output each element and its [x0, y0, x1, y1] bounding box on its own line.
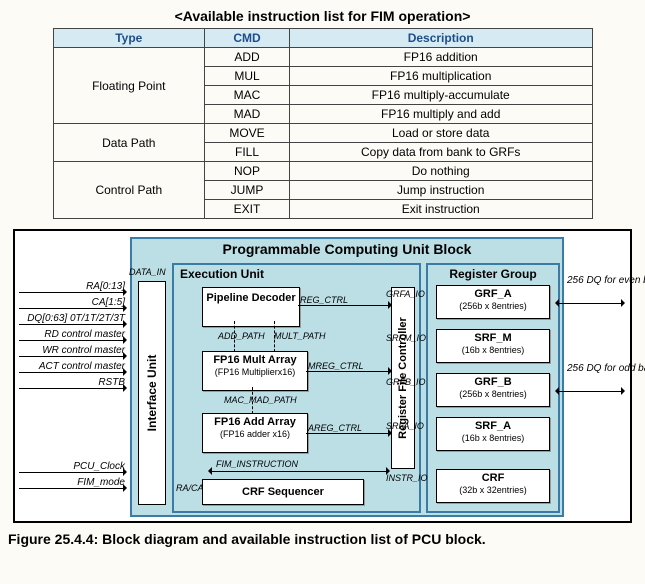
cell-cmd: MAC — [205, 86, 290, 105]
grf-a-label: GRF_A — [474, 288, 511, 300]
cell-cmd: ADD — [205, 48, 290, 67]
grf-b-sub: (256b x 8entries) — [459, 389, 527, 399]
th-type: Type — [53, 29, 205, 48]
lbl-fim-instr: FIM_INSTRUCTION — [216, 459, 298, 469]
instruction-table: Type CMD Description Floating PointADDFP… — [53, 28, 593, 219]
crf-sequencer: CRF Sequencer — [202, 479, 364, 505]
lbl-add-path: ADD_PATH — [218, 331, 265, 341]
fp16-mult-array: FP16 Mult Array (FP16 Multiplierx16) — [202, 351, 308, 391]
cell-type: Data Path — [53, 124, 205, 162]
table-title: <Available instruction list for FIM oper… — [8, 8, 637, 24]
srf-a: SRF_A (16b x 8entries) — [436, 417, 550, 451]
signal-dq-0-63-0t-1t-2t-3t: DQ[0:63] 0T/1T/2T/3T — [19, 313, 125, 325]
table-row: Data PathMOVELoad or store data — [53, 124, 592, 143]
srf-m-label: SRF_M — [474, 332, 511, 344]
lbl-ext-even: 256 DQ for even bank — [567, 275, 627, 286]
block-diagram: RA[0:13] CA[1:5] DQ[0:63] 0T/1T/2T/3T RD co… — [13, 229, 632, 523]
lbl-reg-ctrl: REG_CTRL — [300, 295, 348, 305]
fp16-add-sub: (FP16 adder x16) — [220, 429, 290, 439]
register-group-title: Register Group — [428, 267, 558, 281]
lbl-data-in: DATA_IN — [129, 267, 166, 277]
cell-desc: Exit instruction — [289, 200, 592, 219]
table-row: Floating PointADDFP16 addition — [53, 48, 592, 67]
signal-ca-1-5-: CA[1:5] — [19, 297, 125, 309]
cell-desc: FP16 multiplication — [289, 67, 592, 86]
signal-fim-mode: FIM_mode — [19, 477, 125, 489]
srf-m-sub: (16b x 8entries) — [462, 345, 525, 355]
lbl-mreg: MREG_CTRL — [308, 361, 364, 371]
crf-sub: (32b x 32entries) — [459, 485, 527, 495]
cell-desc: Copy data from bank to GRFs — [289, 143, 592, 162]
grf-a: GRF_A (256b x 8entries) — [436, 285, 550, 319]
lbl-instr-io: INSTR_IO — [386, 473, 428, 483]
interface-unit: Interface Unit — [138, 281, 166, 505]
cell-cmd: FILL — [205, 143, 290, 162]
cell-type: Floating Point — [53, 48, 205, 124]
signal-pcu-clock: PCU_Clock — [19, 461, 125, 473]
cell-type: Control Path — [53, 162, 205, 219]
lbl-grfa-io: GRFA_IO — [386, 289, 425, 299]
interface-unit-label: Interface Unit — [145, 355, 159, 432]
srf-a-sub: (16b x 8entries) — [462, 433, 525, 443]
lbl-areg: AREG_CTRL — [308, 423, 362, 433]
pipeline-decoder-label: Pipeline Decoder — [206, 292, 295, 304]
cell-cmd: JUMP — [205, 181, 290, 200]
cell-desc: Do nothing — [289, 162, 592, 181]
cell-desc: Jump instruction — [289, 181, 592, 200]
lbl-raca: RA/CA — [176, 483, 204, 493]
cell-cmd: MOVE — [205, 124, 290, 143]
cell-cmd: NOP — [205, 162, 290, 181]
signal-wr-control-master: WR control master — [19, 345, 125, 357]
signal-rd-control-master: RD control master — [19, 329, 125, 341]
crf-label: CRF — [482, 472, 505, 484]
grf-a-sub: (256b x 8entries) — [459, 301, 527, 311]
cell-cmd: EXIT — [205, 200, 290, 219]
crf-sequencer-label: CRF Sequencer — [242, 486, 324, 498]
fp16-add-label: FP16 Add Array — [214, 416, 296, 428]
srf-a-label: SRF_A — [475, 420, 511, 432]
execution-unit: Execution Unit Pipeline Decoder FP16 Mul… — [172, 263, 421, 513]
crf: CRF (32b x 32entries) — [436, 469, 550, 503]
grf-b-label: GRF_B — [474, 376, 511, 388]
signal-act-control-master: ACT control master — [19, 361, 125, 373]
cell-desc: FP16 addition — [289, 48, 592, 67]
cell-desc: Load or store data — [289, 124, 592, 143]
lbl-srfa-io: SRFA_IO — [386, 421, 424, 431]
lbl-srfm-io: SRFM_IO — [386, 333, 426, 343]
th-cmd: CMD — [205, 29, 290, 48]
figure-caption: Figure 25.4.4: Block diagram and availab… — [8, 531, 637, 547]
signal-ra-0-13-: RA[0:13] — [19, 281, 125, 293]
pcu-block: Programmable Computing Unit Block Interf… — [130, 237, 564, 517]
cell-cmd: MUL — [205, 67, 290, 86]
fp16-mult-label: FP16 Mult Array — [213, 354, 296, 366]
srf-m: SRF_M (16b x 8entries) — [436, 329, 550, 363]
pipeline-decoder: Pipeline Decoder — [202, 287, 300, 327]
lbl-ext-odd: 256 DQ for odd bank — [567, 363, 627, 374]
th-desc: Description — [289, 29, 592, 48]
fp16-mult-sub: (FP16 Multiplierx16) — [215, 367, 296, 377]
grf-b: GRF_B (256b x 8entries) — [436, 373, 550, 407]
cell-desc: FP16 multiply-accumulate — [289, 86, 592, 105]
fp16-add-array: FP16 Add Array (FP16 adder x16) — [202, 413, 308, 453]
pcu-title: Programmable Computing Unit Block — [132, 241, 562, 257]
signal-rstb: RSTB — [19, 377, 125, 389]
lbl-mac-mad: MAC_MAD_PATH — [224, 395, 297, 405]
lbl-mult-path: MULT_PATH — [274, 331, 326, 341]
cell-desc: FP16 multiply and add — [289, 105, 592, 124]
table-row: Control PathNOPDo nothing — [53, 162, 592, 181]
execution-unit-title: Execution Unit — [180, 267, 264, 281]
cell-cmd: MAD — [205, 105, 290, 124]
register-group: Register Group GRF_A (256b x 8entries) S… — [426, 263, 560, 513]
lbl-grfb-io: GRFB_IO — [386, 377, 426, 387]
